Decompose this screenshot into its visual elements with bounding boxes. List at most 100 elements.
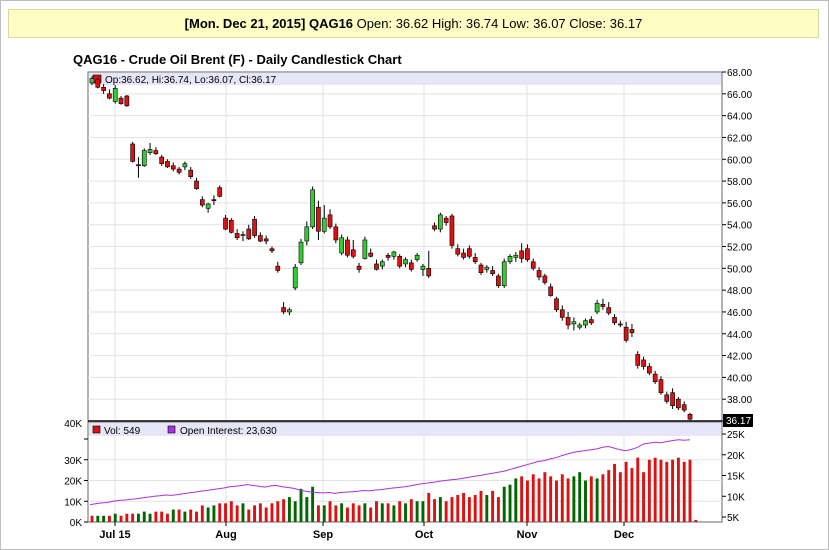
oi-tick-label: 15K [727, 472, 745, 483]
volume-bar [694, 519, 698, 522]
volume-bar [462, 492, 466, 522]
volume-bar [241, 503, 245, 522]
volume-bar [618, 472, 622, 522]
volume-bar [357, 505, 361, 522]
candle-body [159, 156, 165, 164]
candle-body [432, 225, 437, 230]
open-interest-line [89, 439, 691, 506]
candle-body [379, 261, 385, 267]
volume-bar [299, 488, 303, 522]
volume-bar [595, 478, 599, 522]
volume-bar [613, 463, 616, 522]
volume-bar [293, 501, 297, 522]
price-legend-bg [89, 73, 721, 85]
candle-body [124, 95, 130, 107]
candle-body [519, 250, 524, 259]
volume-bar [607, 470, 611, 522]
date-tick-label: Sep [313, 529, 333, 541]
volume-bar [491, 490, 495, 522]
candle-body [199, 199, 205, 206]
candle-body [356, 265, 362, 270]
candle-body [170, 165, 176, 170]
volume-bar [351, 503, 355, 522]
volume-bar [671, 459, 675, 522]
volume-bar [543, 472, 547, 522]
low-label: Low: [502, 16, 530, 31]
date-tick-label: Aug [215, 529, 236, 541]
candle-body [559, 309, 565, 318]
candle-body [391, 251, 397, 257]
volume-bar [177, 509, 181, 522]
oi-legend-swatch [167, 425, 176, 434]
candle-body [687, 413, 693, 420]
candle-body [246, 228, 252, 240]
quote-symbol: QAG16 [308, 16, 354, 31]
volume-tick-label: 40K [64, 419, 82, 430]
candle-body [554, 298, 559, 311]
quote-info-bar: [Mon. Dec 21, 2015] QAG16 Open: 36.62 Hi… [8, 9, 819, 38]
volume-bar [113, 513, 117, 522]
date-axis: Jul 15 Aug Sep Oct Nov Dec [99, 522, 634, 541]
candle-body [362, 239, 368, 259]
candle-body [321, 217, 327, 232]
volume-bar [485, 495, 489, 522]
candle-body [455, 248, 461, 255]
candle-body [153, 150, 159, 155]
price-tick-label: 42.00 [727, 352, 752, 363]
volume-bar [438, 497, 442, 522]
oi-axis-right: 5K 10K 15K 20K 25K [722, 430, 745, 524]
volume-bar [171, 509, 175, 522]
volume-bar [160, 511, 164, 522]
candle-body [577, 324, 583, 328]
oi-tick-label: 5K [727, 513, 740, 524]
oi-tick-label: 20K [727, 451, 745, 462]
volume-bar [688, 459, 692, 522]
candle-body [345, 239, 350, 256]
volume-bar [96, 515, 100, 522]
oi-tick-label: 25K [727, 430, 745, 441]
volume-bar [276, 501, 280, 522]
quote-date: [Mon. Dec 21, 2015] [184, 16, 306, 31]
price-tick-label: 44.00 [727, 330, 752, 341]
candle-body [676, 398, 681, 409]
volume-bar [235, 505, 239, 522]
volume-legend-bg [89, 423, 721, 436]
volume-bar [560, 474, 564, 522]
volume-tick-label: 30K [64, 456, 82, 467]
price-tick-label: 52.00 [727, 243, 752, 254]
volume-bar [334, 505, 338, 522]
candle-body [107, 93, 112, 99]
candle-body [339, 237, 344, 254]
volume-bar [584, 480, 587, 522]
volume-bar [642, 472, 646, 522]
volume-bar [496, 497, 500, 522]
volume-bar [386, 503, 390, 522]
volume-tick-label: 10K [64, 497, 82, 508]
price-tick-label: 62.00 [727, 133, 752, 144]
volume-bar [578, 472, 582, 522]
volume-bar [287, 497, 291, 522]
volume-bar [253, 505, 257, 522]
candle-body [484, 266, 490, 270]
candle-body [281, 307, 286, 313]
open-label: Open: [356, 16, 393, 31]
date-tick-label: Nov [517, 529, 539, 541]
volume-bar [154, 511, 158, 522]
volume-bar [212, 505, 216, 522]
candle-body [536, 270, 542, 278]
volume-bar [653, 457, 657, 522]
candle-body [681, 404, 687, 411]
candle-body [496, 275, 501, 287]
volume-bar [90, 515, 94, 522]
price-legend-text: Op:36.62, Hi:36.74, Lo:36.07, Cl:36.17 [105, 75, 277, 86]
volume-bars-group [90, 457, 698, 522]
volume-bar [415, 501, 419, 522]
volume-bar [665, 461, 669, 522]
volume-bar [659, 459, 663, 522]
candle-body [612, 317, 617, 324]
volume-bar [549, 476, 553, 522]
candle-body [95, 79, 101, 88]
price-tick-label: 66.00 [727, 90, 752, 101]
volume-bar [311, 486, 315, 522]
volume-bar [444, 501, 448, 522]
